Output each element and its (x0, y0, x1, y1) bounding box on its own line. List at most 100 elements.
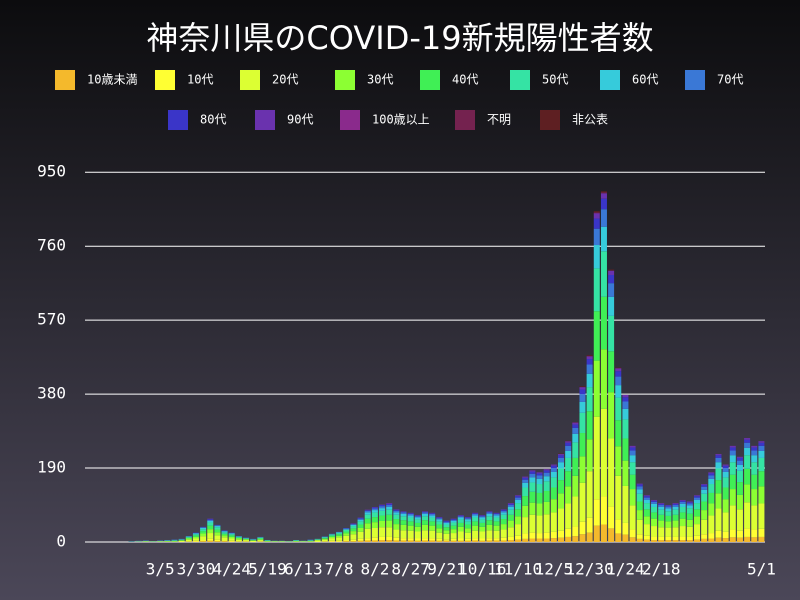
bar-segment (715, 455, 722, 458)
bar-segment (586, 439, 593, 472)
bar-segment (343, 541, 350, 542)
bar-segment (522, 505, 529, 518)
bar-segment (736, 470, 743, 483)
bar-segment (507, 509, 514, 515)
bar-segment (350, 524, 357, 525)
bar-segment (593, 218, 600, 229)
bar-segment (443, 522, 450, 525)
bar-segment (243, 540, 250, 542)
bar-segment (600, 191, 607, 193)
bar-segment (593, 228, 600, 246)
bar-segment (600, 524, 607, 542)
bar-segment (421, 520, 429, 525)
bar-segment (450, 540, 457, 542)
bar-segment (486, 513, 493, 517)
bar-segment (615, 376, 622, 386)
bar-segment (615, 371, 622, 377)
bar-segment (472, 515, 479, 518)
bar-segment (586, 411, 593, 440)
bar-segment (593, 213, 600, 219)
bar-segment (493, 513, 500, 514)
y-tick-label: 380 (37, 384, 66, 403)
bar-segment (221, 541, 228, 542)
legend-label: 非公表 (572, 113, 608, 127)
bar-segment (615, 475, 622, 520)
bar-segment (336, 535, 343, 538)
bar-segment (557, 454, 565, 456)
bar-segment (565, 445, 572, 451)
bar-segment (400, 524, 407, 531)
bar-segment (708, 475, 715, 479)
bar-segment (679, 540, 686, 542)
bar-segment (572, 536, 579, 542)
bar-segment (336, 532, 343, 534)
bar-segment (643, 499, 650, 504)
y-tick-label: 190 (37, 458, 66, 477)
bar-segment (443, 524, 450, 528)
bar-segment (744, 442, 751, 448)
bar-segment (235, 538, 242, 540)
bar-segment (221, 537, 228, 541)
bar-segment (436, 538, 443, 541)
bar-segment (493, 525, 500, 531)
bar-segment (643, 509, 650, 517)
bar-segment (622, 419, 629, 439)
bar-segment (214, 541, 221, 542)
bar-segment (407, 540, 414, 542)
bar-segment (543, 472, 550, 477)
bar-segment (579, 482, 586, 522)
bar-segment (629, 529, 636, 538)
bar-segment (328, 538, 335, 541)
bar-segment (529, 473, 536, 478)
bar-segment (379, 510, 386, 516)
bar-segment (572, 442, 579, 458)
bar-segment (686, 526, 693, 537)
bar-segment (257, 539, 264, 541)
x-tick-label: 9/21 (427, 560, 466, 579)
bar-segment (593, 245, 600, 269)
bar-segment (321, 538, 328, 540)
bar-segment (565, 442, 572, 446)
bar-segment (629, 455, 636, 463)
legend-swatch (335, 70, 355, 90)
bar-segment (715, 508, 722, 531)
legend-label: 60代 (632, 73, 658, 87)
bar-segment (693, 497, 701, 500)
bar-segment (515, 535, 522, 540)
bar-segment (586, 532, 593, 542)
bar-segment (364, 518, 371, 524)
bar-segment (600, 226, 607, 252)
bar-segment (500, 512, 507, 515)
bar-segment (729, 537, 736, 542)
bar-segment (722, 538, 729, 542)
bar-segment (543, 481, 550, 492)
bar-segment (536, 475, 543, 479)
bar-segment (429, 513, 436, 516)
bar-segment (615, 368, 622, 372)
bar-segment (214, 527, 221, 530)
bar-segment (493, 513, 500, 516)
legend-swatch (55, 70, 75, 90)
bar-segment (414, 516, 421, 518)
bar-segment (636, 483, 643, 485)
bar-segment (722, 512, 729, 532)
bar-segment (701, 534, 708, 539)
bar-segment (414, 531, 421, 539)
bar-segment (608, 315, 615, 352)
bar-segment (500, 540, 507, 542)
bar-segment (479, 515, 486, 517)
bar-segment (722, 531, 729, 539)
bar-segment (658, 506, 665, 510)
bar-segment (758, 445, 765, 451)
bar-segment (486, 512, 493, 514)
bar-segment (343, 535, 350, 541)
bar-segment (708, 503, 715, 516)
x-tick-label: 11/10 (494, 560, 542, 579)
bar-segment (443, 539, 450, 541)
bar-segment (350, 541, 357, 542)
legend-swatch (455, 110, 475, 130)
bar-segment (436, 528, 443, 533)
bar-segment (686, 501, 693, 503)
bar-segment (350, 539, 357, 542)
legend-label: 不明 (487, 113, 511, 127)
